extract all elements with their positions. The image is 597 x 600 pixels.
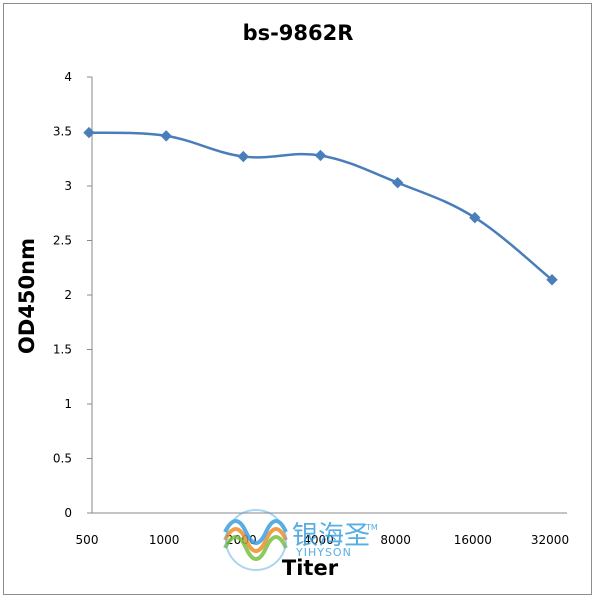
data-point-marker — [469, 211, 481, 224]
data-point-marker — [314, 149, 327, 162]
yihyson-logo-icon — [223, 509, 288, 571]
axes — [87, 76, 567, 514]
y-tick-label: 3 — [64, 179, 72, 193]
y-tick-label: 1 — [64, 397, 72, 411]
y-tick-label: 4 — [64, 70, 72, 84]
y-tick-label: 0 — [64, 506, 72, 520]
chart-frame — [3, 3, 592, 595]
series-markers — [83, 126, 558, 286]
y-tick-label: 2 — [64, 288, 72, 302]
chart-title: bs-9862R — [243, 21, 354, 45]
y-tick-label: 1.5 — [53, 343, 72, 357]
y-tick-label: 0.5 — [53, 452, 72, 466]
data-point-marker — [83, 126, 95, 139]
data-point-marker — [160, 130, 172, 142]
watermark-brand-cn: 银海圣 — [292, 521, 370, 551]
x-tick-label: 500 — [76, 533, 99, 547]
data-point-marker — [546, 274, 558, 286]
y-tick-labels: 0 0.5 1 1.5 2 2.5 3 3.5 4 — [53, 70, 72, 520]
data-point-marker — [237, 150, 250, 163]
y-tick-label: 3.5 — [53, 125, 72, 139]
x-axis-label: Titer — [282, 556, 339, 580]
y-tick-label: 2.5 — [53, 234, 72, 248]
watermark-trademark: TM — [365, 523, 378, 532]
data-point-marker — [391, 177, 404, 189]
x-tick-label: 32000 — [531, 533, 569, 547]
x-tick-label: 8000 — [380, 533, 411, 547]
watermark-brand-en: YIHYSON — [295, 546, 352, 559]
x-tick-label: 4000 — [303, 533, 334, 547]
x-tick-label: 1000 — [149, 533, 180, 547]
yihyson-watermark-logo: 银海圣 TM YIHYSON — [223, 509, 378, 571]
x-tick-label: 16000 — [454, 533, 492, 547]
y-axis-label: OD450nm — [15, 238, 39, 354]
